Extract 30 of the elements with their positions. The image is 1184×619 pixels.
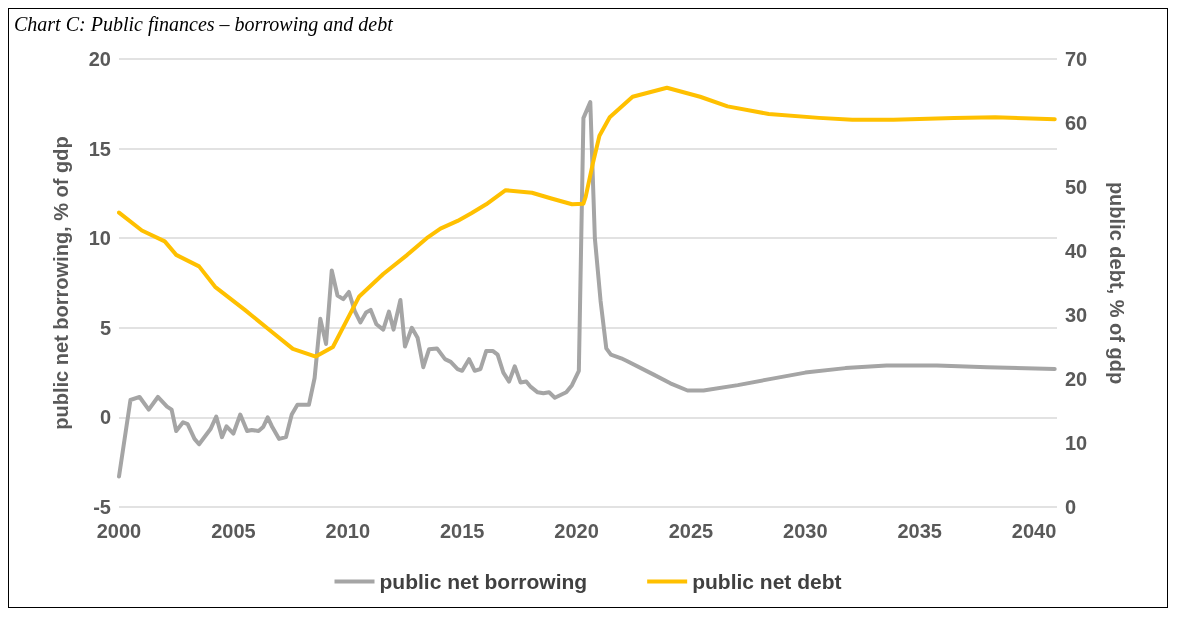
y2-tick-label: 30 (1065, 304, 1088, 326)
y-tick-label: -5 (93, 496, 111, 518)
y2-tick-label: 0 (1065, 496, 1077, 518)
y2-axis-title: public debt, % of gdp (1106, 181, 1128, 385)
y2-tick-label: 40 (1065, 240, 1088, 262)
x-tick-label: 2010 (325, 520, 371, 542)
legend-label: public net borrowing (379, 570, 588, 593)
x-tick-label: 2030 (783, 520, 828, 542)
y-tick-label: 15 (88, 137, 111, 160)
y-tick-label: 20 (88, 48, 111, 70)
y2-tick-label: 70 (1065, 48, 1088, 70)
x-tick-label: 2025 (668, 520, 714, 542)
y-axis-title: public net borrowing, % of gdp (50, 136, 72, 430)
y-tick-label: 10 (88, 227, 111, 250)
x-tick-label: 2015 (439, 520, 485, 542)
legend-label: public net debt (692, 570, 842, 593)
chart-title: Chart C: Public finances – borrowing and debt (14, 13, 394, 36)
x-tick-label: 2040 (1011, 520, 1057, 542)
x-tick-label: 2000 (96, 520, 142, 542)
x-tick-label: 2035 (897, 520, 942, 542)
y2-tick-label: 10 (1065, 432, 1088, 454)
y-tick-label: 5 (99, 316, 111, 339)
y2-tick-label: 20 (1065, 368, 1088, 390)
y2-tick-label: 60 (1065, 112, 1088, 134)
x-tick-label: 2020 (554, 520, 599, 542)
y2-tick-label: 50 (1065, 176, 1088, 198)
line-series (117, 85, 1057, 359)
line-series (117, 100, 1057, 479)
y-tick-label: 0 (99, 406, 111, 429)
x-tick-label: 2005 (211, 520, 256, 542)
